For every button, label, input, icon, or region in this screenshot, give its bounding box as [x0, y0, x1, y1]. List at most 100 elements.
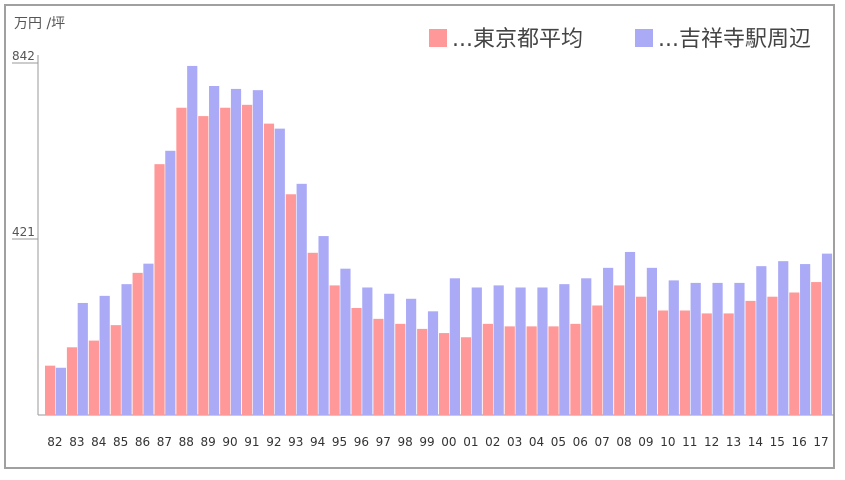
bar-kichijoji-14 [756, 266, 767, 415]
bar-kichijoji-08 [624, 251, 636, 415]
bar-kichijoji-92 [274, 128, 285, 415]
bar-kichijoji-87 [165, 150, 176, 416]
x-tick-label-16: 16 [792, 435, 807, 449]
x-tick-label-84: 84 [91, 435, 106, 449]
bar-tokyo-avg-16 [789, 292, 800, 415]
x-tick-labels: 82 83 84 85 86 87 88 89 90 91 92 93 94 95 96 97 98 99 00 01… [47, 435, 828, 449]
x-tick-label-03: 03 [507, 435, 522, 449]
bar-tokyo-avg-97 [373, 318, 384, 415]
x-tick-label-07: 07 [595, 435, 610, 449]
bar-tokyo-avg-14 [745, 300, 756, 415]
bar-kichijoji-90 [230, 88, 242, 416]
bar-tokyo-avg-92 [263, 123, 275, 416]
bar-kichijoji-03 [515, 287, 526, 415]
legend-swatch-kichijoji [635, 29, 653, 47]
x-tick-label-98: 98 [398, 435, 413, 449]
bar-chart: 421 842 82 83 84 85 86 87 88 89 90 91 92 93 94 95 96 97 9… [12, 16, 834, 449]
bar-tokyo-avg-17 [811, 282, 822, 415]
x-tick-label-94: 94 [310, 435, 325, 449]
x-tick-label-90: 90 [222, 435, 237, 449]
x-tick-label-01: 01 [463, 435, 478, 449]
bar-kichijoji-01 [471, 287, 482, 415]
bar-kichijoji-96 [362, 287, 373, 415]
x-tick-label-06: 06 [573, 435, 588, 449]
bar-kichijoji-82 [55, 367, 66, 415]
bar-tokyo-avg-94 [307, 252, 318, 415]
x-tick-label-95: 95 [332, 435, 347, 449]
bar-tokyo-avg-88 [176, 107, 187, 415]
bar-kichijoji-91 [252, 90, 263, 416]
x-tick-label-13: 13 [726, 435, 741, 449]
bar-tokyo-avg-13 [723, 313, 734, 415]
bar-tokyo-avg-12 [701, 313, 712, 415]
x-tick-label-02: 02 [485, 435, 500, 449]
bar-tokyo-avg-85 [110, 325, 121, 415]
bar-tokyo-avg-05 [548, 326, 559, 415]
bar-tokyo-avg-93 [285, 194, 296, 415]
x-tick-label-09: 09 [638, 435, 653, 449]
x-tick-label-88: 88 [179, 435, 194, 449]
bar-kichijoji-05 [559, 284, 570, 415]
x-tick-label-12: 12 [704, 435, 719, 449]
bar-tokyo-avg-03 [504, 326, 515, 415]
bar-tokyo-avg-11 [679, 310, 690, 415]
bar-tokyo-avg-96 [351, 307, 362, 415]
x-tick-label-04: 04 [529, 435, 544, 449]
bar-kichijoji-11 [690, 282, 701, 415]
bar-kichijoji-84 [99, 295, 110, 415]
x-tick-label-97: 97 [376, 435, 391, 449]
x-tick-label-99: 99 [419, 435, 434, 449]
x-tick-label-15: 15 [770, 435, 785, 449]
x-tick-label-83: 83 [69, 435, 84, 449]
x-tick-label-86: 86 [135, 435, 150, 449]
legend-label-kichijoji: ...吉祥寺駅周辺 [658, 27, 811, 52]
bar-tokyo-avg-99 [417, 328, 428, 415]
bar-kichijoji-99 [427, 311, 439, 415]
x-tick-label-93: 93 [288, 435, 303, 449]
bar-kichijoji-15 [778, 261, 789, 415]
bar-tokyo-avg-83 [66, 347, 78, 415]
bars [45, 65, 833, 416]
bar-kichijoji-07 [603, 267, 614, 415]
bar-kichijoji-00 [449, 278, 460, 415]
x-tick-label-00: 00 [441, 435, 456, 449]
x-tick-label-82: 82 [47, 435, 62, 449]
x-tick-label-87: 87 [157, 435, 172, 449]
bar-tokyo-avg-86 [132, 272, 143, 415]
bar-kichijoji-13 [734, 282, 745, 415]
bar-tokyo-avg-07 [592, 305, 603, 415]
bar-tokyo-avg-09 [636, 296, 647, 415]
bar-tokyo-avg-01 [460, 337, 472, 415]
bar-kichijoji-04 [537, 287, 548, 415]
bar-kichijoji-94 [318, 236, 329, 415]
y-unit-label: 万円 /坪 [14, 16, 65, 32]
bar-kichijoji-06 [581, 278, 592, 415]
bar-kichijoji-83 [77, 302, 88, 415]
bar-kichijoji-88 [187, 65, 198, 416]
bar-kichijoji-98 [406, 298, 417, 415]
bar-tokyo-avg-04 [526, 326, 537, 415]
x-tick-label-17: 17 [813, 435, 828, 449]
bar-tokyo-avg-84 [88, 340, 99, 415]
bar-tokyo-avg-06 [570, 323, 581, 415]
bar-tokyo-avg-91 [242, 104, 253, 415]
bar-kichijoji-95 [340, 268, 351, 415]
bar-tokyo-avg-89 [198, 116, 209, 415]
bar-tokyo-avg-15 [767, 296, 778, 415]
x-tick-label-10: 10 [660, 435, 675, 449]
bar-tokyo-avg-10 [657, 310, 669, 415]
bar-kichijoji-02 [493, 285, 504, 415]
x-tick-label-91: 91 [244, 435, 259, 449]
bar-tokyo-avg-98 [395, 323, 406, 415]
y-tick-label: 842 [12, 49, 35, 63]
bar-kichijoji-89 [209, 85, 220, 416]
x-tick-label-11: 11 [682, 435, 697, 449]
bar-tokyo-avg-02 [482, 323, 493, 415]
legend-swatch-tokyo-avg [429, 29, 447, 47]
bar-kichijoji-97 [384, 293, 395, 415]
bar-kichijoji-85 [121, 284, 132, 415]
bar-kichijoji-10 [668, 280, 679, 415]
bar-kichijoji-12 [712, 282, 723, 415]
y-tick-label: 421 [12, 225, 35, 239]
x-tick-label-96: 96 [354, 435, 369, 449]
